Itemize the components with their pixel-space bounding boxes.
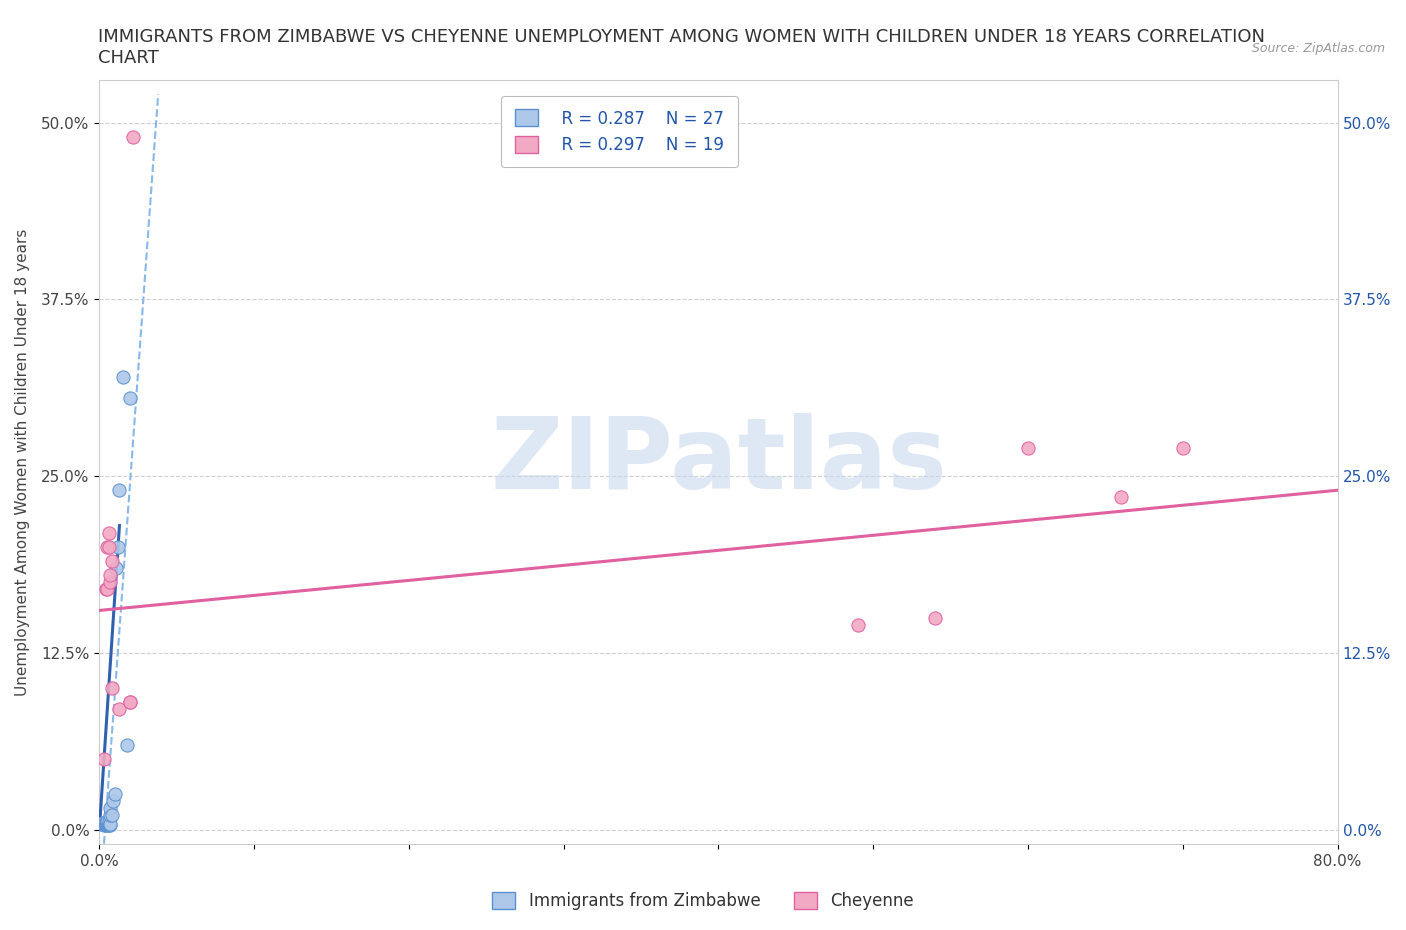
Point [115, 737, 138, 752]
Point [97, 814, 120, 829]
Y-axis label: Unemployment Among Women with Children Under 18 years: Unemployment Among Women with Children U… [15, 228, 30, 696]
Point [98, 808, 121, 823]
Point [93, 818, 115, 833]
Point [96, 539, 118, 554]
Legend: Immigrants from Zimbabwe, Cheyenne: Immigrants from Zimbabwe, Cheyenne [485, 885, 921, 917]
Point [1171, 441, 1194, 456]
Point [93, 817, 115, 831]
Point [98, 575, 121, 590]
Point [93, 751, 115, 766]
Point [122, 129, 145, 144]
Point [98, 818, 121, 833]
Point [1017, 441, 1039, 456]
Point [97, 817, 120, 831]
Point [96, 815, 118, 830]
Point [94, 582, 117, 597]
Point [98, 801, 121, 816]
Point [96, 582, 118, 597]
Point [97, 818, 120, 833]
Point [120, 695, 142, 710]
Point [100, 681, 122, 696]
Point [100, 808, 122, 823]
Point [104, 787, 127, 802]
Point [98, 817, 121, 831]
Point [100, 553, 122, 568]
Point [107, 539, 129, 554]
Point [91, 815, 114, 830]
Point [94, 817, 117, 831]
Point [111, 369, 134, 384]
Point [94, 818, 117, 833]
Point [108, 702, 131, 717]
Point [120, 695, 142, 710]
Point [98, 567, 121, 582]
Point [96, 814, 118, 829]
Point [105, 561, 128, 576]
Point [120, 391, 142, 405]
Text: IMMIGRANTS FROM ZIMBABWE VS CHEYENNE UNEMPLOYMENT AMONG WOMEN WITH CHILDREN UNDE: IMMIGRANTS FROM ZIMBABWE VS CHEYENNE UNE… [98, 28, 1265, 67]
Point [1109, 490, 1132, 505]
Legend:   R = 0.287    N = 27,   R = 0.297    N = 19: R = 0.287 N = 27, R = 0.297 N = 19 [502, 96, 738, 167]
Point [96, 817, 118, 831]
Point [846, 618, 869, 632]
Point [103, 794, 125, 809]
Point [924, 610, 946, 625]
Point [97, 815, 120, 830]
Point [97, 525, 120, 540]
Point [97, 539, 120, 554]
Point [96, 818, 118, 833]
Text: Source: ZipAtlas.com: Source: ZipAtlas.com [1251, 42, 1385, 55]
Text: ZIPatlas: ZIPatlas [491, 414, 946, 511]
Point [94, 815, 117, 830]
Point [108, 483, 131, 498]
